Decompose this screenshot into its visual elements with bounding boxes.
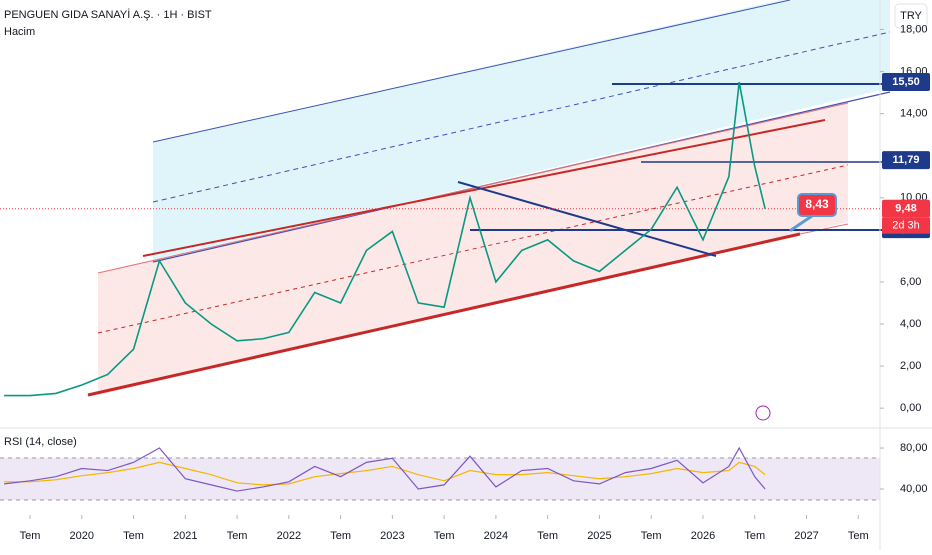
callout-label: 8,43	[805, 197, 829, 211]
x-tick-label: Tem	[848, 530, 869, 542]
x-tick-label: Tem	[744, 530, 765, 542]
resistance-line	[457, 181, 717, 257]
x-tick-label: Tem	[537, 530, 558, 542]
x-tick-label: Tem	[227, 530, 248, 542]
price-label-box	[882, 151, 930, 170]
rsi-line	[4, 446, 766, 492]
price-line	[4, 81, 766, 397]
y-tick-label: 14,00	[900, 108, 928, 120]
x-tick-label: 2021	[173, 530, 197, 542]
x-tick-label: 2022	[277, 530, 301, 542]
event-icon[interactable]	[755, 405, 771, 421]
x-tick-label: 2025	[587, 530, 611, 542]
volume-label: Hacim	[4, 26, 35, 38]
channel-line	[97, 102, 849, 274]
x-tick-label: Tem	[330, 530, 351, 542]
channel-line	[152, 0, 791, 143]
callout-box	[797, 193, 837, 217]
support-line	[87, 232, 801, 397]
price-label-box	[882, 73, 930, 92]
countdown-box	[882, 217, 930, 234]
countdown: 2d 3h	[892, 220, 920, 232]
y-tick-label: 4,00	[900, 318, 921, 330]
callout-pointer	[789, 214, 813, 233]
x-tick-label: 2023	[380, 530, 404, 542]
x-tick-label: 2020	[70, 530, 94, 542]
x-tick-label: Tem	[123, 530, 144, 542]
currency[interactable]: TRY	[900, 10, 922, 22]
currency-box[interactable]	[894, 3, 928, 29]
chart-title: PENGUEN GIDA SANAYİ A.Ş. · 1H · BIST	[4, 8, 212, 21]
trend-line	[142, 119, 826, 257]
channel-mid-line	[152, 31, 891, 203]
price-label: 9,48	[895, 203, 916, 215]
x-tick-label: 2026	[691, 530, 715, 542]
y-tick-label: 2,00	[900, 360, 921, 372]
y-tick-label: 18,00	[900, 23, 928, 35]
rsi-ma-line	[4, 461, 766, 486]
price-label: 11,79	[893, 154, 920, 166]
y-tick-label: 6,00	[900, 276, 921, 288]
y-tick-label: 80,00	[900, 442, 928, 454]
x-tick-label: Tem	[434, 530, 455, 542]
channel-fill-blue	[153, 0, 890, 262]
x-tick-label: 2027	[794, 530, 818, 542]
x-tick-label: Tem	[20, 530, 41, 542]
y-tick-label: 0,00	[900, 402, 921, 414]
price-label-box	[882, 199, 930, 218]
x-tick-label: Tem	[641, 530, 662, 542]
x-tick-label: 2024	[484, 530, 508, 542]
y-tick-label: 40,00	[900, 483, 928, 495]
price-label: 15,50	[892, 76, 920, 88]
rsi-title: RSI (14, close)	[4, 436, 77, 448]
